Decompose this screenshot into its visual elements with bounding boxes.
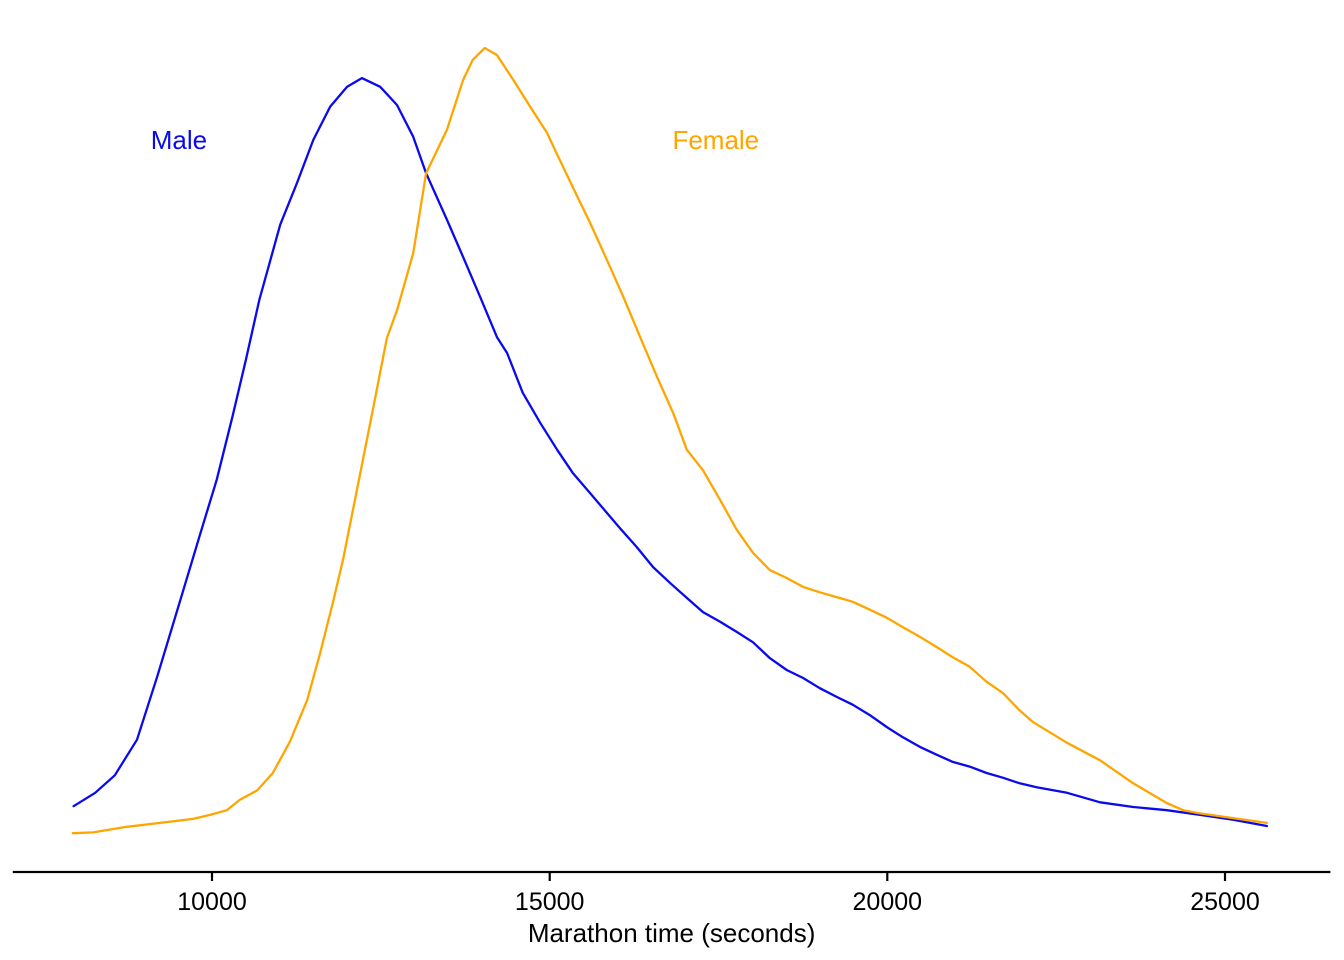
male-series-label: Male — [151, 125, 207, 155]
x-axis-tick-label: 15000 — [515, 888, 585, 916]
male-density-curve — [72, 76, 1269, 828]
female-series-label: Female — [672, 125, 759, 155]
x-axis-tick-label: 20000 — [853, 888, 923, 916]
density-curves — [71, 46, 1269, 835]
x-axis-tick-label: 25000 — [1190, 888, 1260, 916]
x-axis-ticks — [210, 872, 1227, 881]
female-density-curve — [71, 46, 1269, 835]
x-axis: 10000 15000 20000 25000 Marathon time (seco… — [12, 870, 1331, 948]
x-axis-title: Marathon time (seconds) — [528, 918, 816, 948]
x-axis-tick-labels: 10000 15000 20000 25000 — [177, 888, 1260, 916]
x-axis-tick-label: 10000 — [177, 888, 247, 916]
